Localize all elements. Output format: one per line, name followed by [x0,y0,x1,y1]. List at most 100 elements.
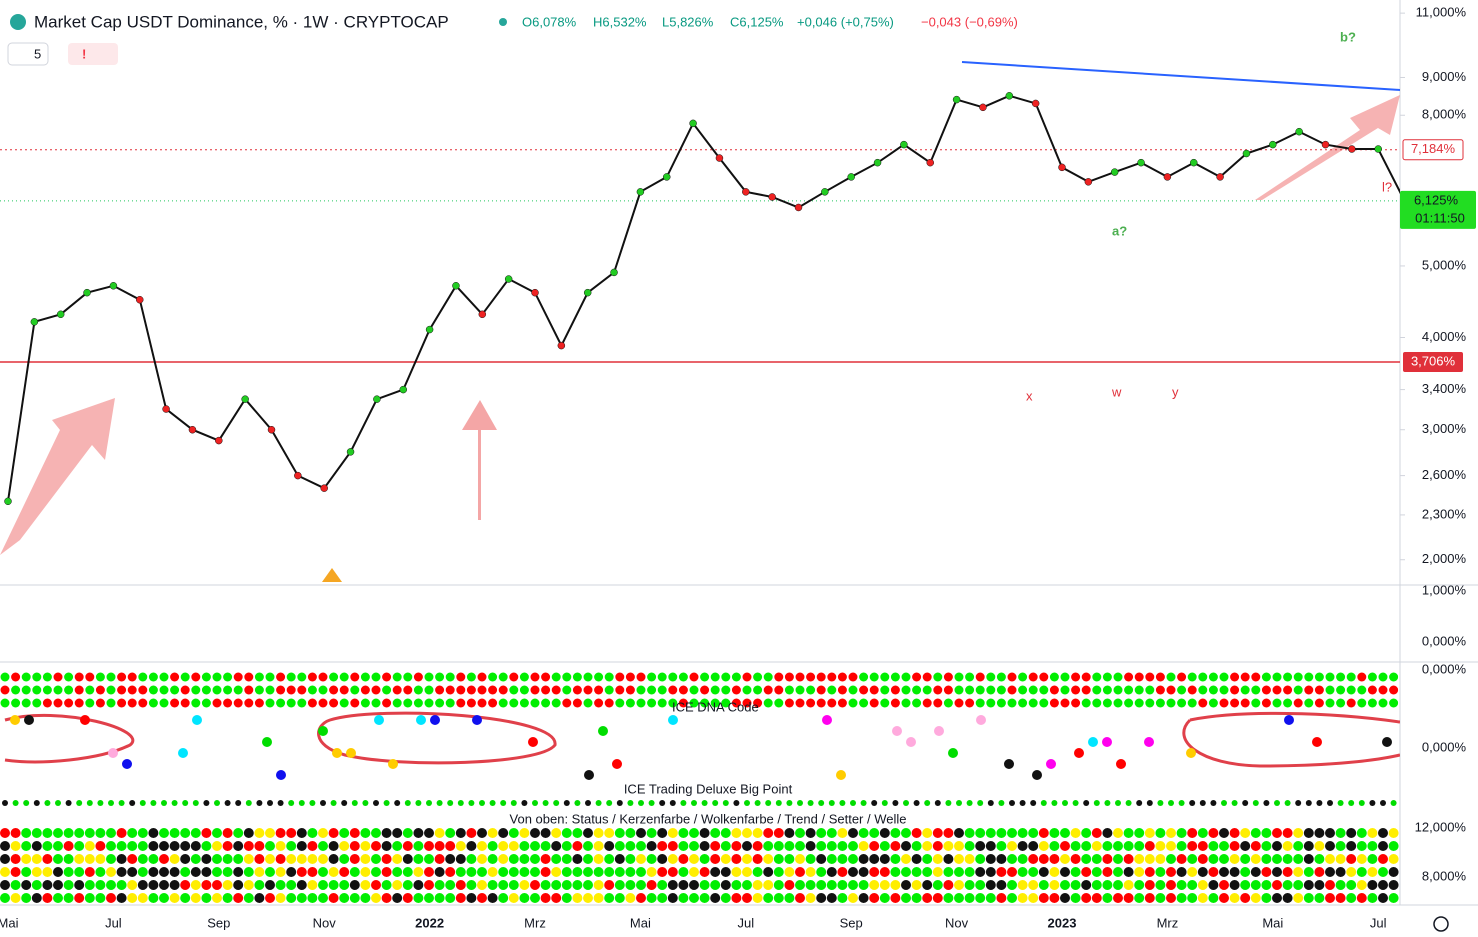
state-dot [1187,841,1198,851]
state-dot [1176,880,1187,890]
dna-dot [976,715,986,725]
state-dot [636,893,646,903]
status-dot [657,698,667,708]
status-dot [636,672,646,682]
state-dot [932,854,943,864]
status-dot [519,672,529,682]
dna-tick: 0,000% [1422,661,1467,676]
bottom-tick: 12,000% [1415,819,1467,834]
state-dot [1356,893,1367,903]
state-dot [752,893,763,903]
state-dot [1388,867,1399,877]
state-dot [540,867,551,877]
state-dot [137,867,148,877]
status-dot [890,698,900,708]
state-dot [1176,893,1187,903]
state-dot [773,828,784,838]
state-dot [328,880,339,890]
status-dot [816,698,826,708]
state-dot [1134,867,1145,877]
bigpoint-dot [1157,800,1164,806]
state-dot [1272,854,1282,864]
state-dot [296,854,307,864]
status-dot [1325,672,1335,682]
bigpoint-dot [161,800,167,806]
status-dot [11,685,21,695]
state-dot [307,854,318,864]
state-dot [53,880,63,890]
status-dot [1272,672,1282,682]
status-dot [572,672,582,682]
state-dot [339,841,350,851]
close-point [768,193,776,201]
ohlc-change: +0,046 (+0,75%) [797,14,894,29]
ohlc-high: H6,532% [593,14,647,29]
state-dot [869,880,880,890]
state-dot [1325,893,1335,903]
status-dot [615,672,625,682]
state-dot [371,880,381,890]
bigpoint-dot [712,800,719,806]
status-dot [1145,685,1155,695]
status-dot [297,672,307,682]
status-dot [1378,685,1388,695]
state-dot [190,841,201,851]
state-dot [519,854,530,864]
bigpoint-dot [108,800,114,806]
state-dot [667,867,678,877]
state-dot [1325,880,1335,890]
state-dot [1007,828,1017,838]
status-dot [212,698,222,708]
alert-badge[interactable] [68,43,118,65]
state-dot [466,867,477,877]
state-dot [265,841,275,851]
state-dot [286,854,297,864]
collapse-button[interactable] [7,42,49,66]
bigpoint-dot [765,800,772,806]
state-dot [1378,893,1388,903]
state-dot [837,867,848,877]
status-dot [286,698,296,708]
state-dot [1208,854,1219,864]
state-dot [1176,828,1187,838]
status-dot [954,672,964,682]
arrow [0,398,115,555]
bigpoint-dot [129,800,136,806]
state-dot [848,893,858,903]
state-dot [858,880,869,890]
state-dot [1293,880,1304,890]
status-dot [1219,698,1229,708]
status-dot [742,685,752,695]
bigpoint-dot [330,800,337,806]
state-dot [752,880,763,890]
state-dot [922,828,933,838]
status-dot [244,685,254,695]
state-dot [201,828,212,838]
state-dot [826,893,837,903]
settings-button[interactable] [1433,916,1449,932]
status-dot [403,685,413,695]
status-dot [488,672,498,682]
state-dot [773,841,784,851]
state-dot [498,893,509,903]
state-dot [710,880,721,890]
state-dot [307,893,318,903]
symbol-title[interactable]: Market Cap USDT Dominance, % · 1W · CRYP… [34,12,449,31]
state-dot [1388,880,1399,890]
state-dot [710,854,721,864]
state-dot [932,828,943,838]
state-dot [1346,841,1357,851]
state-dot [254,893,265,903]
status-dot [1208,698,1218,708]
close-point [1031,99,1040,108]
dna-dot [934,726,944,736]
state-dot [540,841,551,851]
status-dot [297,685,307,695]
state-dot [286,880,297,890]
state-dot [805,828,816,838]
state-dot [519,880,530,890]
state-dot [212,854,222,864]
status-dot [700,685,710,695]
state-dot [381,893,392,903]
